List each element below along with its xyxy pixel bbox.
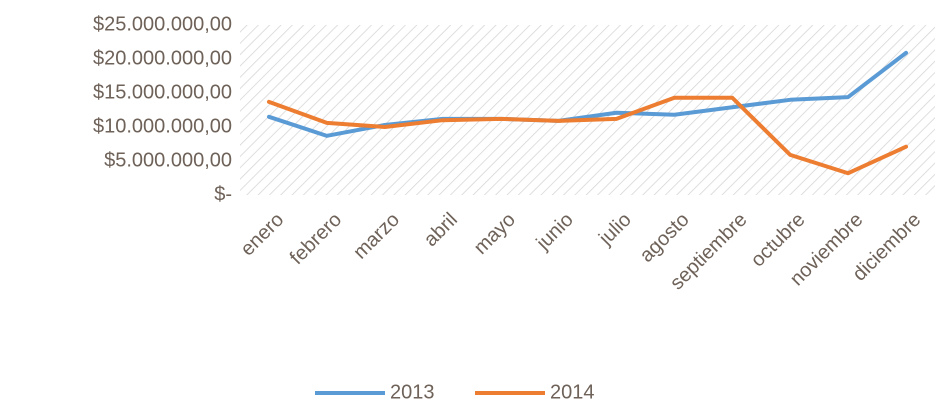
y-tick-label: $15.000.000,00 [93, 81, 232, 103]
x-tick-label: marzo [349, 209, 404, 264]
y-tick-label: $5.000.000,00 [104, 149, 232, 171]
x-tick-label: abril [420, 209, 462, 251]
y-tick-label: $10.000.000,00 [93, 115, 232, 137]
x-tick-label: febrero [286, 209, 346, 269]
x-tick-label: junio [532, 209, 578, 255]
series-line [266, 95, 909, 176]
legend-label: 2014 [550, 381, 595, 403]
x-tick-label: mayo [470, 209, 520, 259]
legend-label: 2013 [390, 381, 435, 403]
x-tick-label: julio [594, 209, 635, 250]
x-tick-label: enero [236, 209, 288, 261]
x-tick-label: agosto [636, 209, 694, 267]
y-tick-label: $20.000.000,00 [93, 47, 232, 69]
plot-area [240, 25, 935, 195]
y-tick-label: $- [214, 183, 232, 205]
y-tick-label: $25.000.000,00 [93, 13, 232, 35]
